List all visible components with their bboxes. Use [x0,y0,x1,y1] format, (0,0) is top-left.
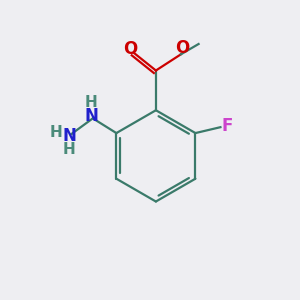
Text: N: N [62,127,76,145]
Text: N: N [84,107,98,125]
Text: H: H [50,125,62,140]
Text: H: H [63,142,76,158]
Text: H: H [85,95,98,110]
Text: F: F [221,117,232,135]
Text: O: O [175,39,190,57]
Text: O: O [123,40,137,58]
